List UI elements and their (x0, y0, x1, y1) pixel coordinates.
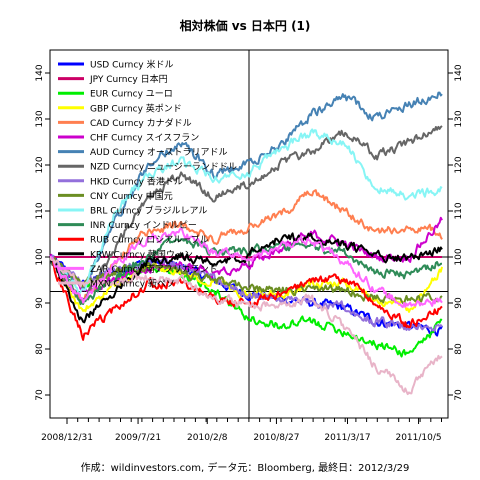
series-line-14 (50, 227, 443, 309)
y-tick-label-left-0: 70 (35, 389, 45, 401)
y-tick-label-right-4: 110 (454, 202, 464, 219)
series-line-6 (49, 91, 443, 289)
series-line-3 (49, 255, 443, 313)
y-tick-label-right-2: 90 (454, 297, 464, 309)
legend-label-2: EUR Curncy ユーロ (90, 90, 173, 100)
series-line-10 (49, 128, 443, 295)
legend-label-5: CHF Curncy スイスフラン (90, 133, 199, 144)
y-tick-label-left-3: 100 (35, 248, 45, 265)
series-line-11 (49, 236, 442, 306)
x-tick-label-2: 2010/2/8 (187, 433, 228, 443)
legend-label-11: INR Curncy インドルピー (90, 220, 197, 231)
y-tick-label-right-3: 100 (454, 248, 464, 265)
legend-label-6: AUD Curncy オーストラリアドル (90, 147, 227, 158)
series-line-7 (49, 125, 443, 303)
x-tick-label-1: 2009/7/21 (115, 433, 161, 443)
y-tick-label-right-0: 70 (454, 389, 464, 401)
legend-label-9: CNY Curncy 中国元 (90, 190, 173, 202)
chart-footer: 作成：wildinvestors.com, データ元：Bloomberg, 最終… (81, 461, 410, 474)
legend-label-1: JPY Curncy 日本円 (89, 73, 168, 85)
series-layer (49, 91, 443, 396)
y-tick-label-right-7: 140 (454, 64, 464, 81)
x-axis: 2008/12/31 2009/7/21 2010/2/8 2010/8/27 2011… (41, 418, 442, 443)
legend-label-12: RUB Curncy ロシアルーブル (90, 234, 209, 246)
x-tick-label-4: 2011/3/17 (324, 433, 370, 443)
x-tick-label-5: 2011/10/5 (395, 433, 441, 443)
legend: USD Curncy 米ドル JPY Curncy 日本円 EUR Curncy ユ… (58, 59, 237, 290)
y-axis-right: 70 80 90 100 110 120 130 140 (448, 64, 464, 401)
series-line-15 (49, 256, 443, 396)
x-tick-label-3: 2010/8/27 (253, 433, 299, 443)
y-tick-label-left-7: 140 (35, 64, 45, 81)
y-tick-label-left-2: 90 (35, 297, 45, 309)
legend-label-4: CAD Curncy カナダドル (90, 117, 192, 129)
legend-label-10: BRL Curncy ブラジルレアル (90, 205, 207, 217)
x-tick-label-0: 2008/12/31 (41, 433, 93, 443)
legend-label-3: GBP Curncy 英ポンド (90, 102, 182, 114)
chart-title: 相対株価 vs 日本円 (1) (180, 18, 311, 33)
y-tick-label-right-1: 80 (454, 343, 464, 355)
legend-label-13: KRW Curncy 韓国ウォン (90, 249, 193, 260)
legend-label-14: ZAR Curncy 南アフリカランド (90, 263, 218, 275)
y-tick-label-left-1: 80 (35, 343, 45, 355)
series-line-9 (49, 256, 443, 305)
legend-label-7: NZD Curncy ニュージーランドドル (90, 162, 237, 173)
y-tick-label-left-6: 130 (35, 110, 45, 127)
legend-label-8: HKD Curncy 香港ドル (90, 175, 183, 187)
y-axis-left: 70 80 90 100 110 120 130 140 (35, 64, 50, 401)
y-tick-label-left-5: 120 (35, 156, 45, 173)
y-tick-label-right-6: 130 (454, 110, 464, 127)
y-tick-label-left-4: 110 (35, 202, 45, 219)
legend-label-15: MXN Curncy 新ペソ (90, 278, 175, 290)
y-tick-label-right-5: 120 (454, 156, 464, 173)
legend-label-0: USD Curncy 米ドル (90, 59, 173, 71)
